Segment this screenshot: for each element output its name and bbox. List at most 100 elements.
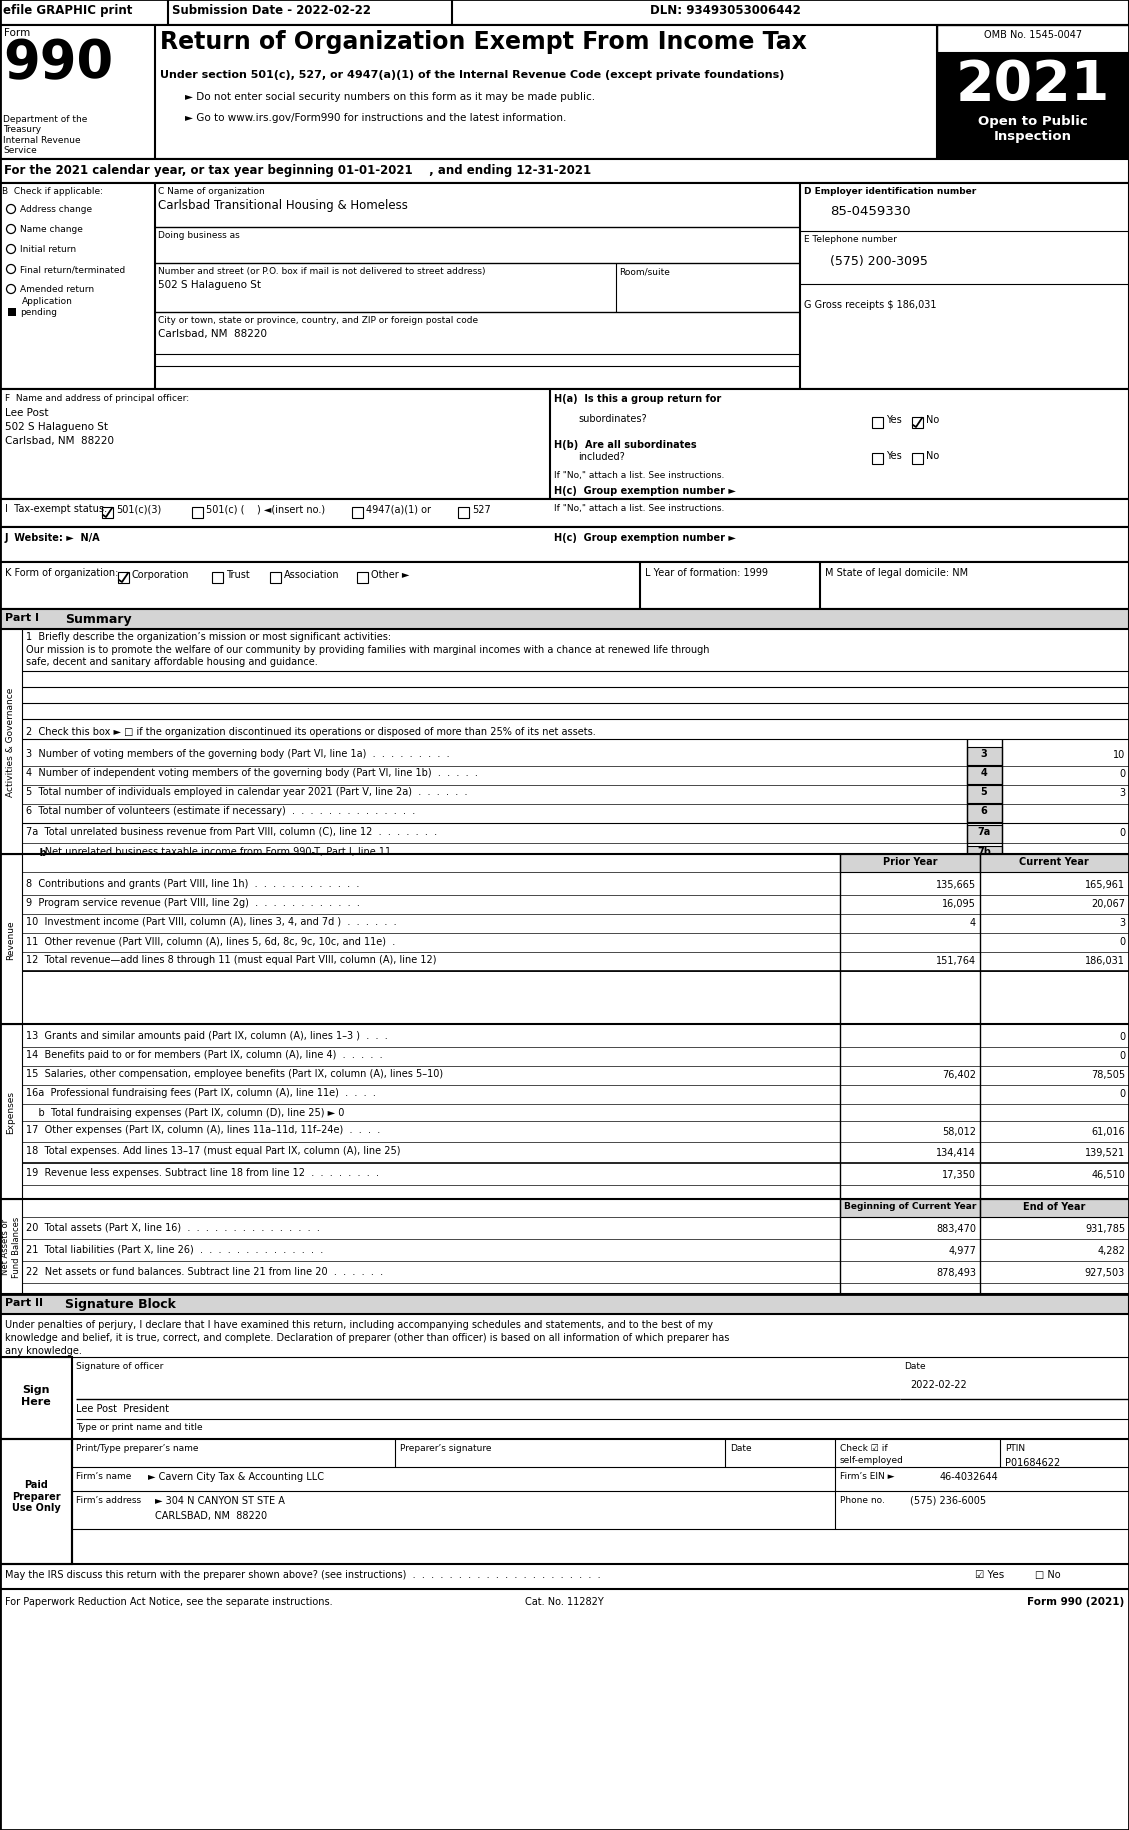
- Bar: [872, 454, 883, 465]
- Text: Signature of officer: Signature of officer: [76, 1362, 164, 1371]
- Text: 7b: 7b: [977, 847, 991, 856]
- Text: Number and street (or P.O. box if mail is not delivered to street address): Number and street (or P.O. box if mail i…: [158, 267, 485, 276]
- Text: 134,414: 134,414: [936, 1147, 975, 1157]
- Text: (575) 200-3095: (575) 200-3095: [830, 254, 928, 267]
- Text: b  Total fundraising expenses (Part IX, column (D), line 25) ► 0: b Total fundraising expenses (Part IX, c…: [26, 1107, 344, 1118]
- Bar: [0, 1358, 72, 1446]
- Bar: [357, 573, 368, 584]
- Text: OMB No. 1545-0047: OMB No. 1545-0047: [984, 29, 1082, 40]
- Bar: [212, 573, 224, 584]
- Bar: [840, 855, 980, 873]
- Text: C Name of organization: C Name of organization: [158, 187, 264, 196]
- Text: 17  Other expenses (Part IX, column (A), lines 11a–11d, 11f–24e)  .  .  .  .: 17 Other expenses (Part IX, column (A), …: [26, 1124, 380, 1135]
- Text: Amended return: Amended return: [20, 285, 94, 295]
- Text: 4947(a)(1) or: 4947(a)(1) or: [366, 505, 431, 514]
- Text: 0: 0: [1119, 827, 1124, 838]
- Bar: [0, 183, 1129, 390]
- Text: 8  Contributions and grants (Part VIII, line 1h)  .  .  .  .  .  .  .  .  .  .  : 8 Contributions and grants (Part VIII, l…: [26, 878, 359, 889]
- Text: b: b: [26, 847, 46, 858]
- Text: 883,470: 883,470: [936, 1222, 975, 1233]
- Bar: [102, 507, 113, 518]
- Text: 2021: 2021: [956, 59, 1110, 112]
- Bar: [968, 847, 1003, 864]
- Text: 11  Other revenue (Part VIII, column (A), lines 5, 6d, 8c, 9c, 10c, and 11e)  .: 11 Other revenue (Part VIII, column (A),…: [26, 935, 395, 946]
- Text: Association: Association: [285, 569, 340, 580]
- Text: Under section 501(c), 527, or 4947(a)(1) of the Internal Revenue Code (except pr: Under section 501(c), 527, or 4947(a)(1)…: [160, 70, 785, 81]
- Text: Summary: Summary: [65, 613, 132, 626]
- Text: 14  Benefits paid to or for members (Part IX, column (A), line 4)  .  .  .  .  .: 14 Benefits paid to or for members (Part…: [26, 1049, 383, 1060]
- Text: 139,521: 139,521: [1085, 1147, 1124, 1157]
- Text: Part I: Part I: [5, 613, 40, 622]
- Text: End of Year: End of Year: [1023, 1200, 1085, 1211]
- Bar: [270, 573, 281, 584]
- Text: Type or print name and title: Type or print name and title: [76, 1422, 202, 1431]
- Text: 5: 5: [981, 787, 988, 796]
- Text: Paid
Preparer
Use Only: Paid Preparer Use Only: [11, 1479, 60, 1512]
- Text: efile GRAPHIC print: efile GRAPHIC print: [3, 4, 132, 16]
- Text: Room/suite: Room/suite: [619, 267, 669, 276]
- Text: May the IRS discuss this return with the preparer shown above? (see instructions: May the IRS discuss this return with the…: [5, 1568, 601, 1579]
- Text: 4,282: 4,282: [1097, 1246, 1124, 1255]
- Text: 2  Check this box ► □ if the organization discontinued its operations or dispose: 2 Check this box ► □ if the organization…: [26, 727, 596, 737]
- Text: 17,350: 17,350: [942, 1169, 975, 1179]
- Bar: [0, 26, 1129, 159]
- Text: 20,067: 20,067: [1091, 899, 1124, 908]
- Text: 931,785: 931,785: [1085, 1222, 1124, 1233]
- Text: Check ☑ if: Check ☑ if: [840, 1444, 887, 1453]
- Bar: [968, 805, 1003, 822]
- Text: Carlsbad, NM  88220: Carlsbad, NM 88220: [5, 436, 114, 447]
- Text: Submission Date - 2022-02-22: Submission Date - 2022-02-22: [172, 4, 371, 16]
- Text: Net unrelated business taxable income from Form 990-T, Part I, line 11  .  .  . : Net unrelated business taxable income fr…: [26, 847, 456, 856]
- Bar: [0, 1025, 21, 1199]
- Text: 927,503: 927,503: [1085, 1268, 1124, 1277]
- Bar: [840, 1199, 980, 1217]
- Text: If "No," attach a list. See instructions.: If "No," attach a list. See instructions…: [554, 503, 725, 512]
- Text: 7a: 7a: [978, 827, 990, 836]
- Text: E Telephone number: E Telephone number: [804, 234, 896, 243]
- Bar: [980, 855, 1129, 873]
- Text: F  Name and address of principal officer:: F Name and address of principal officer:: [5, 393, 190, 403]
- Text: Address change: Address change: [20, 205, 93, 214]
- Text: Firm’s name: Firm’s name: [76, 1471, 131, 1480]
- Text: 78,505: 78,505: [1091, 1069, 1124, 1080]
- Text: ► Go to www.irs.gov/Form990 for instructions and the latest information.: ► Go to www.irs.gov/Form990 for instruct…: [185, 113, 567, 123]
- Text: Net Assets or
Fund Balances: Net Assets or Fund Balances: [1, 1215, 20, 1277]
- Text: D Employer identification number: D Employer identification number: [804, 187, 977, 196]
- Text: (575) 236-6005: (575) 236-6005: [910, 1495, 986, 1506]
- Text: Date: Date: [730, 1444, 752, 1453]
- Text: 0: 0: [1119, 1032, 1124, 1041]
- Bar: [937, 26, 1129, 53]
- Text: pending: pending: [20, 307, 56, 317]
- Text: Activities & Governance: Activities & Governance: [7, 686, 16, 796]
- Text: 990: 990: [3, 37, 113, 90]
- Text: 502 S Halagueno St: 502 S Halagueno St: [5, 421, 108, 432]
- Text: 15  Salaries, other compensation, employee benefits (Part IX, column (A), lines : 15 Salaries, other compensation, employe…: [26, 1069, 443, 1078]
- Text: safe, decent and sanitary affordable housing and guidance.: safe, decent and sanitary affordable hou…: [26, 657, 317, 666]
- Text: Lee Post  President: Lee Post President: [76, 1404, 169, 1413]
- Bar: [192, 507, 203, 518]
- Text: 0: 0: [1119, 769, 1124, 778]
- Bar: [0, 527, 1129, 562]
- Text: B  Check if applicable:: B Check if applicable:: [2, 187, 103, 196]
- Text: included?: included?: [578, 452, 624, 461]
- Text: PTIN: PTIN: [1005, 1444, 1025, 1453]
- Text: Other ►: Other ►: [371, 569, 410, 580]
- Text: Phone no.: Phone no.: [840, 1495, 885, 1504]
- Text: Prior Year: Prior Year: [883, 856, 937, 867]
- Bar: [0, 1294, 1129, 1314]
- Bar: [0, 562, 1129, 609]
- Text: 16,095: 16,095: [942, 899, 975, 908]
- Text: Sign
Here: Sign Here: [21, 1383, 51, 1405]
- Bar: [937, 53, 1129, 104]
- Text: 18  Total expenses. Add lines 13–17 (must equal Part IX, column (A), line 25): 18 Total expenses. Add lines 13–17 (must…: [26, 1146, 401, 1155]
- Text: 2022-02-22: 2022-02-22: [910, 1380, 966, 1389]
- Text: Expenses: Expenses: [7, 1091, 16, 1133]
- Text: 0: 0: [1119, 1089, 1124, 1098]
- Text: For Paperwork Reduction Act Notice, see the separate instructions.: For Paperwork Reduction Act Notice, see …: [5, 1596, 333, 1607]
- Text: Trust: Trust: [226, 569, 250, 580]
- Text: Corporation: Corporation: [132, 569, 190, 580]
- Bar: [968, 748, 1003, 765]
- Bar: [0, 1199, 21, 1294]
- Text: J  Website: ►  N/A: J Website: ► N/A: [5, 533, 100, 544]
- Text: M State of legal domicile: NM: M State of legal domicile: NM: [825, 567, 969, 578]
